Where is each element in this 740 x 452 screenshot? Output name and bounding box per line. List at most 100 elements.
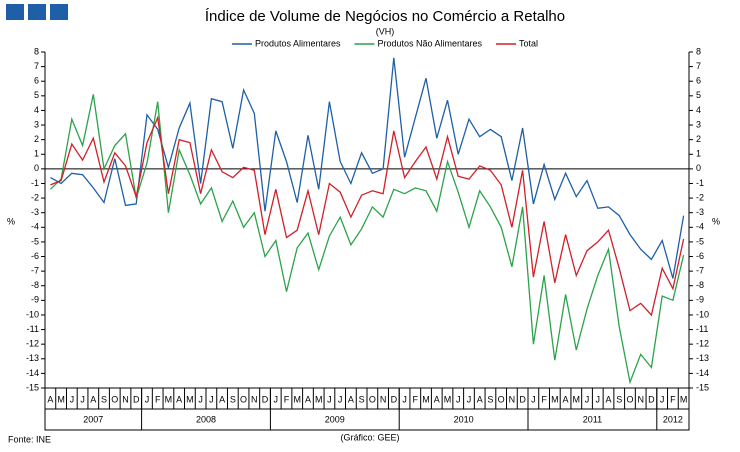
x-tick-label: A xyxy=(348,394,354,404)
y-tick-label: 8 xyxy=(34,46,39,56)
x-tick-label: M xyxy=(293,394,301,404)
x-tick-label: O xyxy=(369,394,376,404)
chart-subtitle: (VH) xyxy=(376,26,395,36)
legend-label: Produtos Alimentares xyxy=(255,38,341,48)
x-tick-label: S xyxy=(359,394,365,404)
y2-tick-label: 7 xyxy=(696,61,701,71)
y-tick-label: -15 xyxy=(26,382,39,392)
x-tick-label: M xyxy=(444,394,452,404)
x-tick-label: A xyxy=(434,394,440,404)
x-tick-label: A xyxy=(219,394,225,404)
logo-block xyxy=(50,4,68,20)
x-group-label: 2011 xyxy=(583,414,602,424)
x-tick-label: D xyxy=(262,394,269,404)
y2-tick-label: 2 xyxy=(696,134,701,144)
y-axis-label: % xyxy=(7,216,15,226)
x-tick-label: F xyxy=(541,394,547,404)
y-tick-label: -2 xyxy=(31,192,39,202)
x-tick-label: J xyxy=(198,394,203,404)
x-tick-label: O xyxy=(240,394,247,404)
x-tick-label: J xyxy=(456,394,461,404)
x-tick-label: M xyxy=(315,394,323,404)
x-tick-label: F xyxy=(284,394,290,404)
y2-tick-label: 1 xyxy=(696,149,701,159)
x-tick-label: N xyxy=(122,394,129,404)
x-tick-label: D xyxy=(391,394,398,404)
x-tick-label: J xyxy=(467,394,472,404)
x-tick-label: M xyxy=(551,394,559,404)
x-tick-label: N xyxy=(251,394,258,404)
x-tick-label: A xyxy=(176,394,182,404)
y-tick-label: -13 xyxy=(26,353,39,363)
y-tick-label: -14 xyxy=(26,368,39,378)
y2-tick-label: -5 xyxy=(696,236,704,246)
y2-axis-label: % xyxy=(712,216,720,226)
x-tick-label: J xyxy=(531,394,536,404)
x-group-label: 2008 xyxy=(196,414,216,424)
x-tick-label: A xyxy=(90,394,96,404)
y-tick-label: -4 xyxy=(31,222,39,232)
x-tick-label: A xyxy=(563,394,569,404)
y-tick-label: -6 xyxy=(31,251,39,261)
y2-tick-label: 4 xyxy=(696,105,701,115)
series-line xyxy=(50,57,685,279)
y-tick-label: -7 xyxy=(31,266,39,276)
y-tick-label: -9 xyxy=(31,295,39,305)
y-tick-label: 3 xyxy=(34,119,39,129)
x-tick-label: M xyxy=(573,394,581,404)
y2-tick-label: 8 xyxy=(696,46,701,56)
x-tick-label: J xyxy=(327,394,332,404)
x-tick-label: J xyxy=(80,394,85,404)
y2-tick-label: -13 xyxy=(696,353,709,363)
x-tick-label: D xyxy=(519,394,526,404)
x-tick-label: J xyxy=(338,394,343,404)
x-tick-label: S xyxy=(487,394,493,404)
y-tick-label: -10 xyxy=(26,309,39,319)
source: Fonte: INE xyxy=(8,434,51,444)
x-tick-label: M xyxy=(57,394,65,404)
x-tick-label: S xyxy=(101,394,107,404)
credit: (Gráfico: GEE) xyxy=(340,432,399,442)
x-tick-label: M xyxy=(422,394,430,404)
x-tick-label: M xyxy=(165,394,173,404)
y-tick-label: 7 xyxy=(34,61,39,71)
x-tick-label: J xyxy=(596,394,601,404)
x-tick-label: N xyxy=(380,394,387,404)
x-tick-label: J xyxy=(70,394,75,404)
x-tick-label: O xyxy=(626,394,633,404)
y2-tick-label: 5 xyxy=(696,90,701,100)
y-tick-label: -11 xyxy=(27,324,39,334)
y-tick-label: -1 xyxy=(31,178,39,188)
series-line xyxy=(49,94,685,385)
y2-tick-label: -7 xyxy=(696,266,704,276)
x-group-label: 2007 xyxy=(83,414,103,424)
x-tick-label: A xyxy=(477,394,483,404)
y-tick-label: -12 xyxy=(26,339,39,349)
x-tick-label: F xyxy=(155,394,161,404)
y2-tick-label: -14 xyxy=(696,368,709,378)
x-tick-label: J xyxy=(145,394,150,404)
x-tick-label: S xyxy=(616,394,622,404)
y-tick-label: 2 xyxy=(34,134,39,144)
x-tick-label: D xyxy=(648,394,655,404)
x-group-label: 2010 xyxy=(454,414,474,424)
x-tick-label: O xyxy=(498,394,505,404)
y2-tick-label: 6 xyxy=(696,76,701,86)
x-tick-label: A xyxy=(305,394,311,404)
chart-title: Índice de Volume de Negócios no Comércio… xyxy=(205,8,565,25)
x-tick-label: A xyxy=(47,394,53,404)
y-tick-label: 0 xyxy=(34,163,39,173)
x-group-label: 2012 xyxy=(663,414,683,424)
x-tick-label: M xyxy=(680,394,688,404)
y2-tick-label: -2 xyxy=(696,192,704,202)
y2-tick-label: -12 xyxy=(696,339,709,349)
series-line xyxy=(50,115,685,317)
x-tick-label: F xyxy=(413,394,419,404)
x-tick-label: S xyxy=(230,394,236,404)
x-tick-label: J xyxy=(402,394,407,404)
x-tick-label: O xyxy=(111,394,118,404)
y2-tick-label: 0 xyxy=(696,163,701,173)
x-tick-label: J xyxy=(209,394,214,404)
y-tick-label: -8 xyxy=(31,280,39,290)
